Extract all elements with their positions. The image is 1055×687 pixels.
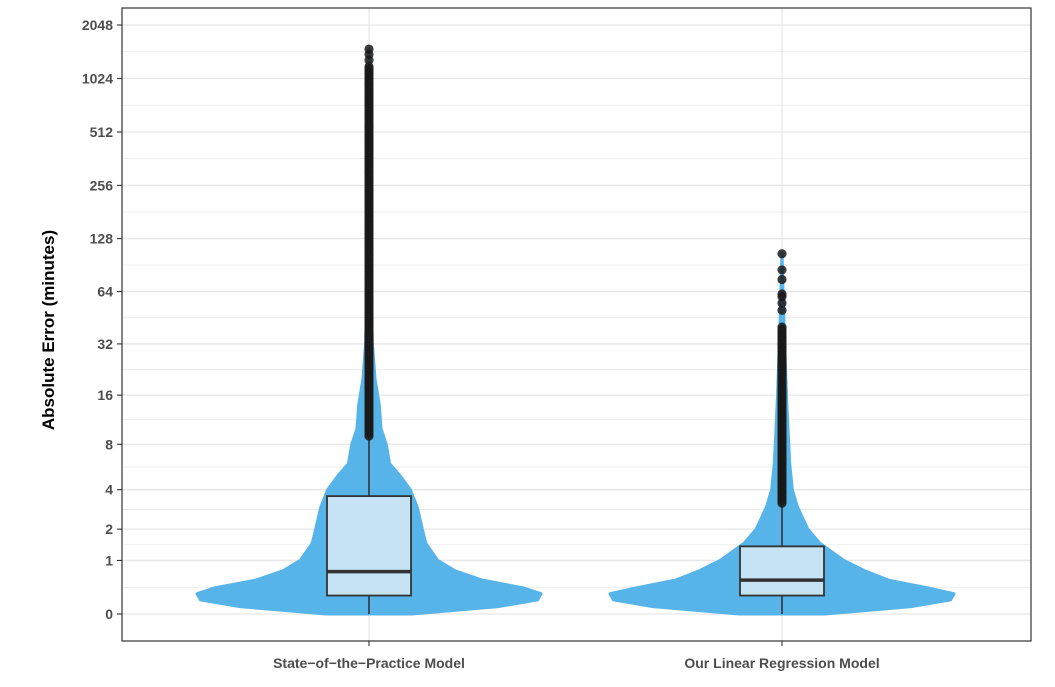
y-tick-label: 1 <box>105 552 113 568</box>
x-tick-label: Our Linear Regression Model <box>684 655 879 671</box>
outlier-point <box>777 305 787 315</box>
outlier-point <box>777 274 787 285</box>
y-tick-label: 512 <box>90 124 114 140</box>
outlier-point <box>777 265 787 275</box>
y-tick-label: 1024 <box>82 71 113 87</box>
x-tick-label: State−of−the−Practice Model <box>273 655 465 671</box>
y-tick-label: 4 <box>105 482 113 498</box>
y-axis-title: Absolute Error (minutes) <box>39 230 58 430</box>
y-tick-label: 2 <box>105 521 113 537</box>
outlier-point <box>364 44 374 54</box>
y-tick-label: 128 <box>90 231 114 247</box>
x-axis: State−of−the−Practice Model Our Linear Re… <box>273 641 880 671</box>
outlier-point <box>364 61 374 72</box>
box <box>326 495 412 597</box>
outlier-points <box>364 44 787 508</box>
outlier-point <box>777 298 787 308</box>
y-tick-label: 8 <box>105 436 113 452</box>
outlier-point <box>777 322 787 332</box>
outlier-point <box>777 289 787 299</box>
y-tick-label: 256 <box>90 177 114 193</box>
y-axis: 0 1 2 4 8 16 32 64 128 256 512 1024 2048 <box>82 17 122 622</box>
panel-border <box>121 7 1032 642</box>
y-tick-label: 64 <box>97 284 113 300</box>
box <box>739 545 825 597</box>
plot-panel <box>122 8 1031 641</box>
y-tick-label: 0 <box>105 606 113 622</box>
outlier-point <box>777 249 787 259</box>
y-tick-label: 16 <box>97 387 113 403</box>
y-tick-label: 2048 <box>82 17 113 33</box>
y-tick-label: 32 <box>97 336 113 352</box>
major-grid <box>122 8 1031 641</box>
minor-grid <box>122 51 1031 588</box>
boxplots <box>326 436 825 614</box>
